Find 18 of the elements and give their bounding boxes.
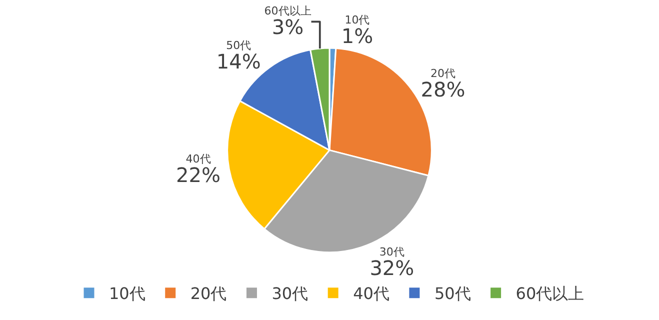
slice-label: 40代: [186, 152, 211, 166]
legend-label: 50代: [434, 284, 471, 304]
data-label: 3%: [272, 14, 304, 39]
legend-label: 60代以上: [516, 284, 584, 304]
legend-label: 40代: [353, 284, 390, 304]
slice-label: 50代: [226, 38, 252, 52]
legend-label: 30代: [272, 284, 308, 304]
slice-label: 20代: [430, 66, 456, 80]
data-label: 14%: [216, 49, 261, 74]
data-label: 32%: [370, 256, 414, 280]
slice-label: 10代: [344, 14, 370, 27]
data-label: 28%: [420, 77, 466, 102]
data-label: 1%: [341, 24, 374, 48]
data-label: 22%: [176, 163, 221, 188]
slice-label: 30代: [379, 246, 404, 259]
legend-label: 10代: [109, 284, 146, 304]
slice-label: 60代以上: [264, 4, 312, 18]
legend-label: 20代: [190, 284, 227, 304]
